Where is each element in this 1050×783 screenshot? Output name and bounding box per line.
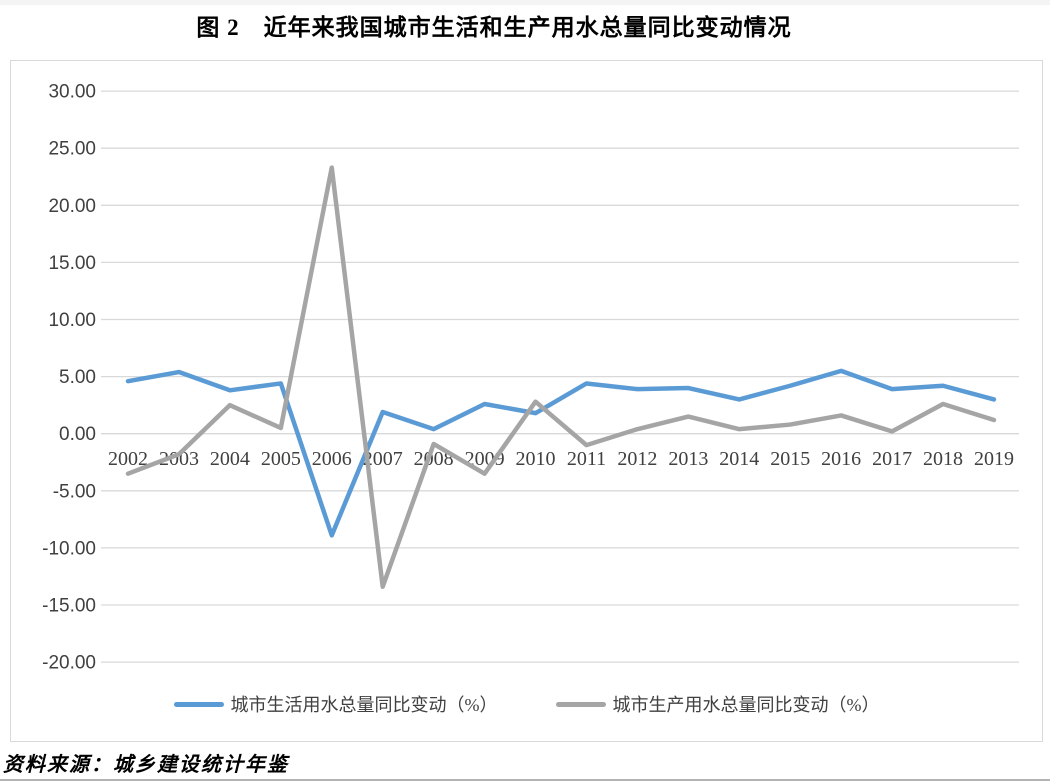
y-axis-tick-label: -5.00 xyxy=(53,481,96,502)
y-axis-tick-label: 0.00 xyxy=(59,424,96,445)
x-axis-year-label: 2002 xyxy=(108,448,148,470)
x-axis-year-label: 2018 xyxy=(923,448,963,470)
y-axis-tick-label: 10.00 xyxy=(48,310,96,331)
top-divider xyxy=(0,0,1050,5)
legend-item-life-water: 城市生活用水总量同比变动（%） xyxy=(173,691,498,717)
x-axis-year-label: 2009 xyxy=(465,448,505,470)
legend-label-production-water: 城市生产用水总量同比变动（%） xyxy=(612,695,880,715)
legend-item-production-water: 城市生产用水总量同比变动（%） xyxy=(555,691,880,717)
legend-label-life-water: 城市生活用水总量同比变动（%） xyxy=(230,695,498,715)
x-axis-year-label: 2014 xyxy=(719,448,759,470)
y-axis-tick-label: 15.00 xyxy=(48,253,96,274)
x-axis-year-label: 2005 xyxy=(261,448,301,470)
y-axis-tick-label: 25.00 xyxy=(48,139,96,160)
legend-line-sample-blue-icon xyxy=(173,701,224,707)
line-chart-plot: 30.00 25.00 20.00 15.00 10.00 5.00 0.00 -5.00 -1… xyxy=(42,82,1019,674)
x-axis-year-label: 2008 xyxy=(414,448,454,470)
x-axis-year-label: 2013 xyxy=(668,448,708,470)
y-axis-tick-label: -15.00 xyxy=(42,596,96,617)
legend-line-sample-gray-icon xyxy=(555,701,606,707)
y-axis-tick-label: 20.00 xyxy=(48,196,96,217)
y-axis-tick-label: -20.00 xyxy=(42,653,96,674)
x-axis-year-label: 2017 xyxy=(872,448,912,470)
y-axis-tick-label: 30.00 xyxy=(48,82,96,103)
x-axis-year-label: 2010 xyxy=(516,448,556,470)
chart-legend: 城市生活用水总量同比变动（%） 城市生产用水总量同比变动（%） xyxy=(11,691,1042,717)
x-axis-year-label: 2016 xyxy=(821,448,861,470)
series-line-life-water xyxy=(125,368,997,538)
x-axis-year-label: 2006 xyxy=(312,448,352,470)
x-axis-year-label: 2003 xyxy=(159,448,199,470)
x-axis-year-label: 2015 xyxy=(770,448,810,470)
chart-area: 30.00 25.00 20.00 15.00 10.00 5.00 0.00 -5.00 -1… xyxy=(10,60,1043,742)
source-note: 资料来源：城乡建设统计年鉴 xyxy=(3,754,289,776)
chart-figure-title: 图 2 近年来我国城市生活和生产用水总量同比变动情况 xyxy=(196,15,792,40)
x-axis-year-label: 2004 xyxy=(210,448,250,470)
y-axis-tick-label: 5.00 xyxy=(59,367,96,388)
bottom-divider xyxy=(0,779,1050,781)
x-axis-year-label: 2007 xyxy=(363,448,403,470)
y-axis-tick-label: -10.00 xyxy=(42,538,96,559)
x-axis-year-label: 2019 xyxy=(974,448,1014,470)
series-line-production-water xyxy=(125,165,997,589)
x-axis-year-label: 2012 xyxy=(617,448,657,470)
x-axis-year-label: 2011 xyxy=(567,448,606,470)
